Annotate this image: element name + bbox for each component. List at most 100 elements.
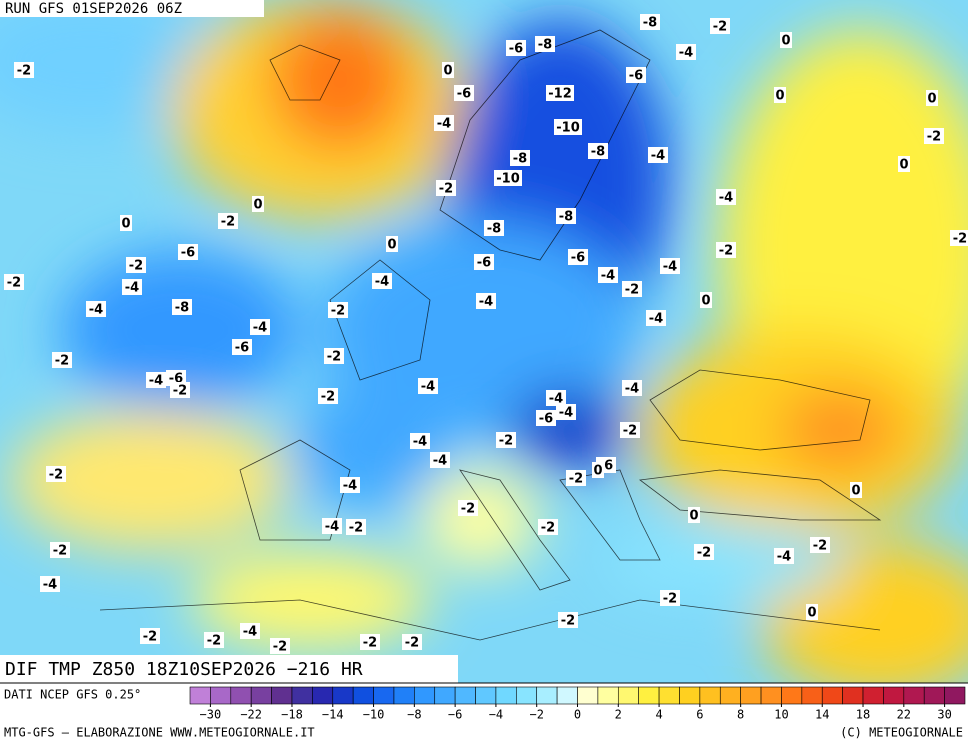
colorbar-tick-label: 4 xyxy=(655,708,662,722)
colorbar-box xyxy=(923,686,945,705)
label-bg xyxy=(146,372,166,388)
contour-label: -2 xyxy=(499,434,513,449)
contour-label: -4 xyxy=(549,392,563,407)
contour-label: 0 xyxy=(781,34,790,49)
contour-label: -4 xyxy=(649,312,663,327)
colorbar-box xyxy=(373,686,395,705)
contour-label: -2 xyxy=(439,182,453,197)
label-bg xyxy=(46,466,66,482)
colorbar-box xyxy=(393,686,415,705)
contour-label: -2 xyxy=(349,521,363,536)
label-bg xyxy=(474,254,494,270)
contour-label: 0 xyxy=(443,64,452,79)
label-bg xyxy=(806,604,818,620)
label-bg xyxy=(386,236,398,252)
contour-label: -2 xyxy=(363,636,377,651)
label-bg xyxy=(218,213,238,229)
label-bg xyxy=(640,14,660,30)
colorbar-box xyxy=(781,686,803,705)
contour-label: -8 xyxy=(643,16,657,31)
contour-label: -6 xyxy=(539,412,553,427)
contour-label: -4 xyxy=(375,275,389,290)
contour-label: -8 xyxy=(538,38,552,53)
label-bg xyxy=(240,623,260,639)
contour-label: -2 xyxy=(541,521,555,536)
colorbar-tick-label: −2 xyxy=(529,708,543,722)
title-box xyxy=(0,655,458,683)
label-bg xyxy=(454,85,474,101)
label-bg xyxy=(506,40,526,56)
colorbar-tick-label: 2 xyxy=(615,708,622,722)
label-bg xyxy=(810,537,830,553)
colorbar-box xyxy=(821,686,843,705)
colorbar-box xyxy=(556,686,578,705)
label-bg xyxy=(250,319,270,335)
contour-label: -2 xyxy=(697,546,711,561)
colorbar: −30 −22 −18 −14 −10 −8 −6 −4 −2 0 2 4 6 8 10 14 18 22 30 xyxy=(189,686,966,722)
label-bg xyxy=(484,220,504,236)
contour-label: -6 xyxy=(571,251,585,266)
colorbar-box xyxy=(414,686,436,705)
contour-label: -2 xyxy=(17,64,31,79)
contour-label: -4 xyxy=(89,303,103,318)
label-bg xyxy=(546,85,574,101)
colorbar-box xyxy=(250,686,272,705)
contour-label: -2 xyxy=(927,130,941,145)
label-bg xyxy=(476,293,496,309)
colorbar-box xyxy=(944,686,966,705)
contour-label: -2 xyxy=(207,634,221,649)
contour-label: -2 xyxy=(273,640,287,655)
colorbar-box xyxy=(699,686,721,705)
label-bg xyxy=(780,32,792,48)
credit: MTG-GFS — ELABORAZIONE WWW.METEOGIORNALE… xyxy=(4,726,315,740)
colorbar-box xyxy=(842,686,864,705)
label-bg xyxy=(950,230,968,246)
contour-label: -2 xyxy=(143,630,157,645)
contour-label: -2 xyxy=(405,636,419,651)
colorbar-box xyxy=(434,686,456,705)
contour-labels: -8 -2 0 -8 -6 -4 -2 0 -6 -6 -12 0 0 -4 -10 -2 -8 -8 -4 0 -10… xyxy=(4,14,968,655)
label-bg xyxy=(626,67,646,83)
contour-label: -4 xyxy=(663,260,677,275)
colorbar-box xyxy=(475,686,497,705)
label-bg xyxy=(324,348,344,364)
contour-label: -2 xyxy=(663,592,677,607)
label-bg xyxy=(648,147,668,163)
contour-label: 0 xyxy=(807,606,816,621)
contour-label: 0 xyxy=(387,238,396,253)
colorbar-tick-label: 6 xyxy=(696,708,703,722)
contour-label: -6 xyxy=(457,87,471,102)
colorbar-box xyxy=(210,686,232,705)
label-bg xyxy=(660,258,680,274)
colorbar-tick-label: 22 xyxy=(897,708,911,722)
contour-label: -4 xyxy=(679,46,693,61)
label-bg xyxy=(140,628,160,644)
run-label: RUN GFS 01SEP2026 06Z xyxy=(5,1,182,17)
contour-label: -4 xyxy=(243,625,257,640)
label-bg xyxy=(536,410,556,426)
colorbar-box xyxy=(658,686,680,705)
label-bg xyxy=(430,452,450,468)
contour-label: -2 xyxy=(719,244,733,259)
label-bg xyxy=(458,500,478,516)
contour-label: -10 xyxy=(556,121,580,136)
contour-label: -4 xyxy=(719,191,733,206)
label-bg xyxy=(660,590,680,606)
contour-label: -2 xyxy=(53,544,67,559)
contour-label: -2 xyxy=(713,20,727,35)
colorbar-box xyxy=(740,686,762,705)
label-bg xyxy=(700,292,712,308)
colorbar-tick-label: −22 xyxy=(240,708,262,722)
contour-label: -2 xyxy=(49,468,63,483)
colorbar-box xyxy=(454,686,476,705)
colorbar-box xyxy=(617,686,639,705)
label-bg xyxy=(4,274,24,290)
contour-label: -4 xyxy=(601,269,615,284)
label-bg xyxy=(588,143,608,159)
contour-label: -2 xyxy=(327,350,341,365)
contour-label: -10 xyxy=(496,172,520,187)
contour-label: -4 xyxy=(559,406,573,421)
contour-label: -2 xyxy=(813,539,827,554)
colorbar-box xyxy=(679,686,701,705)
